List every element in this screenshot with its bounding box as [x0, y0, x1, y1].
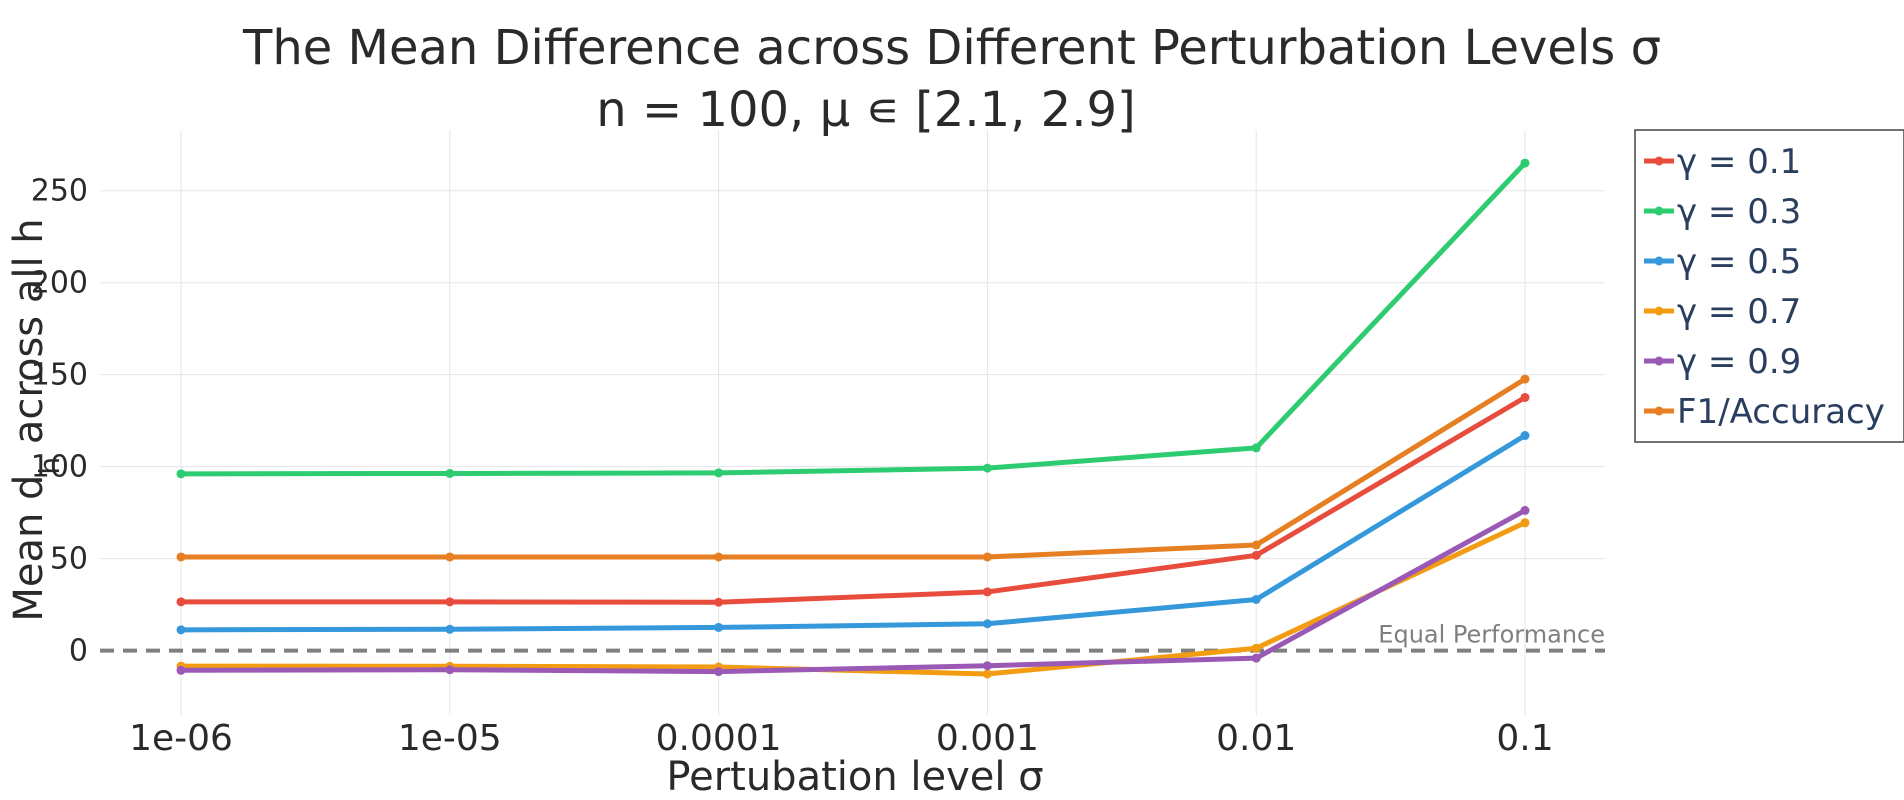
chart-title: The Mean Difference across Different Per… [242, 20, 1661, 76]
data-point [176, 665, 186, 675]
legend-label: γ = 0.5 [1677, 242, 1801, 282]
data-point [1520, 505, 1530, 515]
data-point [176, 597, 186, 607]
legend-label: γ = 0.9 [1677, 342, 1801, 382]
data-point [1251, 550, 1261, 560]
legend-box [1634, 129, 1904, 443]
legend-swatch-marker [1654, 206, 1664, 216]
series-line [178, 433, 1528, 633]
legend-item[interactable]: γ = 0.9 [1644, 342, 1801, 382]
legend-swatch-marker [1654, 306, 1664, 316]
data-point [176, 469, 186, 479]
series-line [178, 507, 1528, 675]
data-point [714, 468, 724, 478]
legend-swatch-marker [1654, 356, 1664, 366]
legend-label: F1/Accuracy [1677, 392, 1885, 432]
data-point [445, 624, 455, 634]
y-axis-title-main: Mean d [6, 475, 52, 622]
data-point [176, 625, 186, 635]
legend-label: γ = 0.3 [1677, 192, 1801, 232]
y-tick-label: 0 [69, 634, 88, 669]
x-tick-label: 0.01 [1216, 718, 1296, 759]
series-0-3 [176, 158, 1530, 479]
x-tick-label: 0.001 [936, 718, 1039, 759]
data-point [982, 619, 992, 629]
series-group [176, 158, 1530, 679]
legend-item[interactable]: γ = 0.1 [1644, 142, 1801, 182]
data-point [176, 552, 186, 562]
legend-swatch-marker [1654, 406, 1664, 416]
series-line [178, 376, 1528, 560]
x-axis-title: Pertubation level σ [666, 754, 1043, 800]
series-line [178, 160, 1528, 477]
data-point [982, 463, 992, 473]
data-point [982, 552, 992, 562]
legend-items: γ = 0.1 γ = 0.3 γ = 0.5 γ = 0.7 γ = 0.9 F1/Ac… [1644, 142, 1885, 432]
y-tick-label: 100 [31, 450, 88, 485]
y-tick-label: 250 [31, 174, 88, 209]
data-point [714, 597, 724, 607]
data-point [1251, 443, 1261, 453]
data-point [1251, 643, 1261, 653]
data-point [1520, 431, 1530, 441]
data-point [445, 552, 455, 562]
legend-label: γ = 0.7 [1677, 292, 1801, 332]
data-point [714, 552, 724, 562]
legend-item[interactable]: γ = 0.5 [1644, 242, 1801, 282]
data-point [1251, 540, 1261, 550]
series-0-5 [176, 431, 1530, 635]
data-point [1520, 374, 1530, 384]
y-tick-label: 150 [31, 358, 88, 393]
y-axis-ticks: 0 50 100 150 200 250 [31, 174, 88, 669]
data-point [445, 468, 455, 478]
data-point [982, 661, 992, 671]
y-axis-title: Mean dh across all h [6, 218, 66, 621]
data-point [445, 665, 455, 675]
x-axis-ticks: 1e-06 1e-05 0.0001 0.001 0.01 0.1 [129, 718, 1554, 759]
y-axis-title-subscript: h [33, 457, 66, 475]
x-tick-label: 0.1 [1496, 718, 1553, 759]
legend-item[interactable]: γ = 0.7 [1644, 292, 1801, 332]
data-point [445, 597, 455, 607]
data-point [714, 622, 724, 632]
series-f1-accuracy [176, 374, 1530, 562]
data-point [1520, 518, 1530, 528]
data-point [1251, 653, 1261, 663]
legend-label: γ = 0.1 [1677, 142, 1801, 182]
y-tick-label: 200 [31, 266, 88, 301]
legend-swatch-marker [1654, 156, 1664, 166]
data-point [1520, 392, 1530, 402]
legend: γ = 0.1 γ = 0.3 γ = 0.5 γ = 0.7 γ = 0.9 F1/Ac… [1634, 129, 1904, 443]
equal-performance-label: Equal Performance [1378, 621, 1605, 649]
chart-subtitle: n = 100, μ ∊ [2.1, 2.9] [596, 82, 1135, 138]
data-point [982, 587, 992, 597]
x-tick-label: 1e-05 [398, 718, 502, 759]
x-tick-label: 1e-06 [129, 718, 233, 759]
series-0-9 [176, 505, 1530, 677]
x-tick-label: 0.0001 [656, 718, 782, 759]
y-tick-label: 50 [50, 542, 88, 577]
legend-swatch-marker [1654, 256, 1664, 266]
data-point [1251, 594, 1261, 604]
series-line [178, 394, 1528, 605]
y-axis-title-tail: across all h [6, 218, 52, 456]
series-0-1 [176, 392, 1530, 607]
data-point [714, 667, 724, 677]
data-point [982, 669, 992, 679]
legend-item[interactable]: γ = 0.3 [1644, 192, 1801, 232]
legend-item[interactable]: F1/Accuracy [1644, 392, 1885, 432]
data-point [1520, 158, 1530, 168]
reference-line-group: Equal Performance [100, 621, 1605, 653]
